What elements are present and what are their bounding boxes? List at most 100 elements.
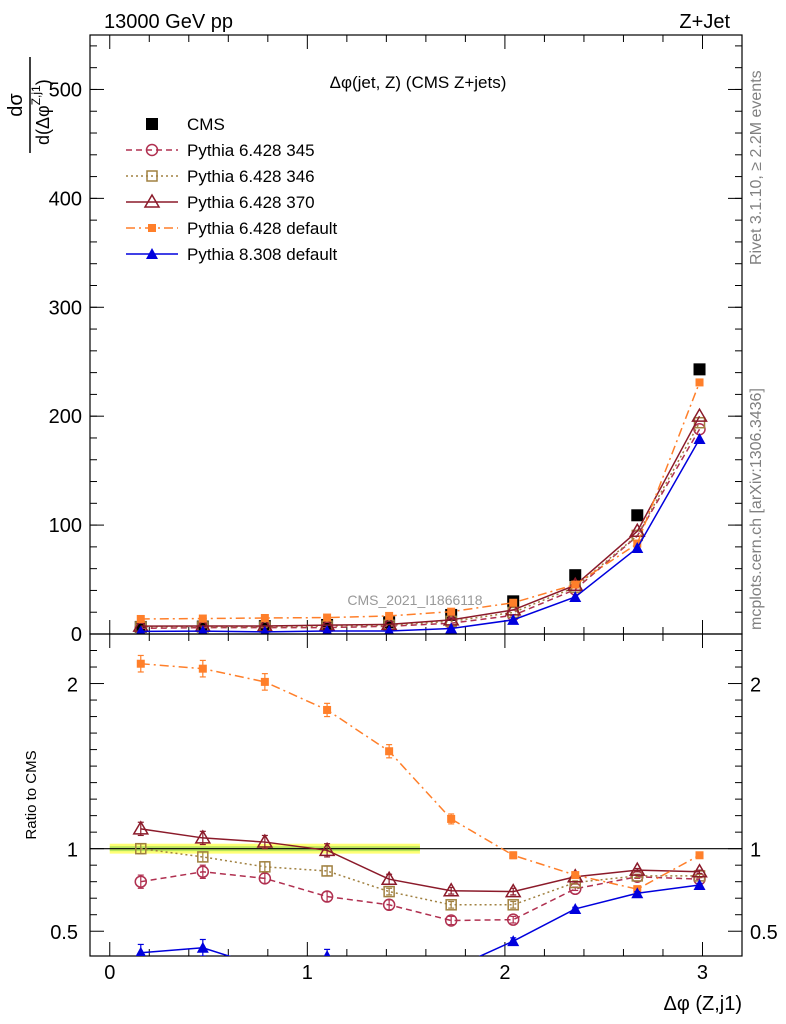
ratio-data-point bbox=[323, 950, 331, 956]
data-point bbox=[509, 598, 518, 607]
data-point bbox=[322, 624, 333, 634]
ratio-data-point bbox=[197, 851, 209, 863]
ratio-data-point bbox=[442, 882, 460, 897]
ratio-data-point bbox=[382, 898, 396, 912]
ratio-data-point bbox=[134, 875, 148, 888]
ratio-y-tick-label-right: 2 bbox=[750, 675, 761, 697]
legend-marker bbox=[146, 118, 158, 130]
y-tick-label: 0 bbox=[71, 624, 82, 646]
legend-label: Pythia 6.428 345 bbox=[187, 141, 315, 160]
main-title: Δφ(jet, Z) (CMS Z+jets) bbox=[330, 73, 507, 92]
ratio-data-point bbox=[136, 659, 145, 668]
ratio-data-point bbox=[571, 871, 580, 880]
ratio-data-point bbox=[320, 890, 334, 903]
ratio-data-point bbox=[447, 814, 456, 823]
series-line bbox=[140, 382, 701, 620]
main-plot-area bbox=[132, 363, 708, 634]
legend-label: CMS bbox=[187, 115, 225, 134]
ratio-data-point bbox=[135, 946, 146, 956]
x-tick-label: 2 bbox=[499, 962, 510, 984]
ratio-data-point bbox=[631, 887, 644, 899]
ratio-data-point bbox=[383, 885, 395, 898]
ratio-data-point bbox=[259, 962, 271, 973]
legend-marker bbox=[143, 193, 161, 208]
legend-label: Pythia 6.428 default bbox=[187, 219, 338, 238]
data-point bbox=[384, 625, 395, 634]
ratio-data-point bbox=[135, 842, 147, 855]
series-line bbox=[140, 428, 701, 630]
x-tick-label: 0 bbox=[104, 962, 115, 984]
data-point bbox=[695, 378, 704, 387]
legend: CMS Pythia 6.428 345 Pythia 6.428 346 Pythi… bbox=[126, 115, 338, 264]
data-point bbox=[507, 613, 520, 625]
main-ylabel: dσ d(ΔφZ,j1) bbox=[5, 57, 53, 153]
ratio-data-point bbox=[321, 865, 333, 877]
analysis-watermark: CMS_2021_I1866118 bbox=[347, 592, 482, 608]
ratio-data-point bbox=[383, 967, 395, 978]
data-point bbox=[198, 614, 207, 623]
x-tick-label: 3 bbox=[697, 962, 708, 984]
data-point bbox=[136, 614, 145, 623]
legend-marker bbox=[148, 224, 156, 232]
ratio-data-point bbox=[569, 902, 582, 914]
ratio-series-4 bbox=[135, 878, 706, 978]
ratio-data-point bbox=[323, 705, 332, 714]
ratio-frame bbox=[89, 633, 743, 957]
ratio-series-line bbox=[140, 662, 700, 890]
x-axis-label: Δφ (Z,j1) bbox=[663, 993, 742, 1015]
ratio-data-point bbox=[198, 664, 207, 673]
series-line bbox=[140, 422, 701, 628]
series-line bbox=[140, 415, 701, 627]
ratio-data-point bbox=[693, 878, 706, 890]
series-4 bbox=[136, 378, 704, 623]
data-point bbox=[197, 625, 208, 634]
ratio-series-line bbox=[140, 871, 700, 922]
ratio-data-point bbox=[628, 861, 646, 876]
data-point bbox=[569, 590, 582, 602]
ylabel-numerator: dσ bbox=[5, 93, 27, 117]
series-line bbox=[140, 438, 701, 633]
data-point bbox=[693, 363, 706, 376]
ratio-data-point bbox=[258, 872, 272, 885]
y-tick-label: 200 bbox=[49, 406, 82, 428]
data-point bbox=[323, 613, 332, 622]
main-panel: 0 100 200 300 400 500 bbox=[49, 34, 743, 646]
ratio-data-point bbox=[445, 899, 457, 911]
y-tick-label: 500 bbox=[49, 79, 82, 101]
ratio-series-line bbox=[140, 847, 700, 906]
data-point bbox=[445, 622, 458, 634]
legend-label: Pythia 6.428 370 bbox=[187, 193, 315, 212]
ratio-y-tick-label: 0.5 bbox=[50, 922, 78, 944]
data-point bbox=[693, 433, 706, 445]
ratio-panel: 0.5 0.5 1 1 2 2 0 1 2 3 bbox=[50, 633, 778, 984]
ratio-data-point bbox=[695, 851, 704, 860]
data-point bbox=[571, 580, 580, 589]
legend-marker bbox=[146, 248, 158, 259]
data-point bbox=[385, 611, 394, 620]
ratio-data-point bbox=[194, 829, 212, 844]
ratio-data-point bbox=[507, 935, 520, 947]
ylabel-denominator: d(ΔφZ,j1) bbox=[29, 79, 53, 145]
ratio-series-0 bbox=[134, 864, 706, 927]
ratio-data-point bbox=[318, 841, 336, 857]
ratio-data-point bbox=[506, 913, 520, 926]
data-point bbox=[447, 607, 456, 616]
rivet-label: Rivet 3.1.10, ≥ 2.2M events bbox=[748, 70, 765, 265]
ratio-data-point bbox=[259, 861, 271, 873]
y-tick-label: 400 bbox=[49, 188, 82, 210]
ratio-data-point bbox=[256, 833, 274, 848]
data-point bbox=[260, 613, 269, 622]
ratio-y-tick-label-right: 1 bbox=[750, 840, 761, 862]
data-point bbox=[569, 569, 582, 582]
legend-label: Pythia 8.308 default bbox=[187, 245, 338, 264]
data-point bbox=[691, 407, 708, 422]
ratio-plot-area bbox=[90, 654, 742, 978]
ratio-series-3 bbox=[136, 654, 704, 894]
y-tick-label: 100 bbox=[49, 515, 82, 537]
ratio-data-point bbox=[504, 883, 522, 898]
ratio-data-point bbox=[691, 863, 708, 878]
ratio-series-line bbox=[140, 884, 700, 956]
mcplots-label: mcplots.cern.ch [arXiv:1306.3436] bbox=[748, 388, 765, 630]
header-right: Z+Jet bbox=[679, 11, 730, 33]
ratio-series-line bbox=[140, 828, 700, 893]
